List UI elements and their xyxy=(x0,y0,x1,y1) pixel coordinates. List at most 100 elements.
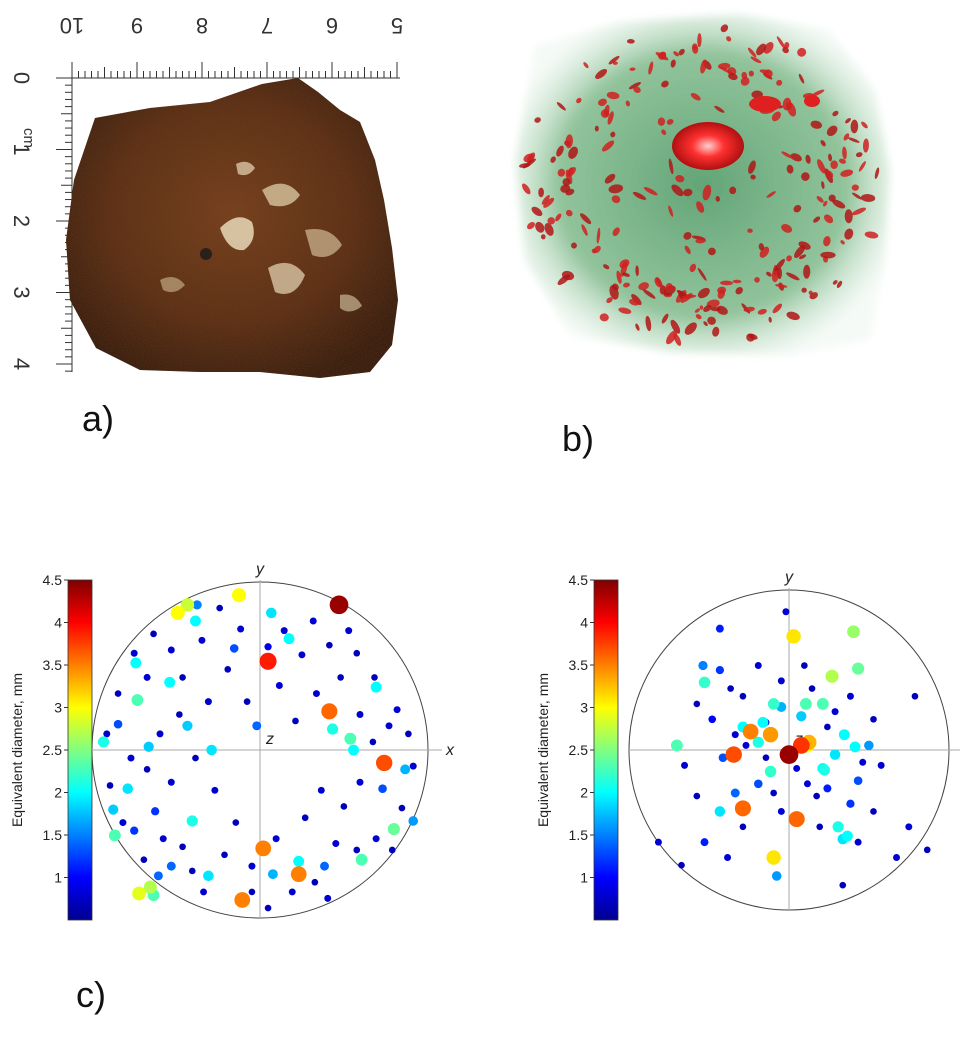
data-point xyxy=(179,674,186,681)
data-point xyxy=(724,854,732,862)
data-point xyxy=(409,762,417,770)
data-point xyxy=(731,731,739,739)
data-point xyxy=(400,764,411,775)
data-point xyxy=(654,838,662,846)
data-point xyxy=(130,649,138,657)
data-point xyxy=(372,835,380,843)
data-point xyxy=(176,711,183,718)
ct-large-inclusion xyxy=(672,122,744,170)
data-point xyxy=(369,738,377,746)
data-point xyxy=(398,804,406,812)
data-point xyxy=(206,744,217,756)
data-point xyxy=(298,651,306,659)
data-point xyxy=(387,822,400,836)
data-point xyxy=(829,749,841,760)
data-point xyxy=(311,878,319,886)
ct-red-inclusions xyxy=(519,24,880,346)
x-axis-label: x xyxy=(445,742,455,759)
data-point xyxy=(832,821,844,833)
colorbar-tick-label: 1.5 xyxy=(43,827,63,843)
data-point xyxy=(846,692,854,700)
data-point xyxy=(317,786,325,794)
data-point xyxy=(408,816,419,826)
colorbar-tick-label: 3.5 xyxy=(569,657,589,673)
data-point xyxy=(130,657,142,669)
data-point xyxy=(393,706,401,714)
data-point xyxy=(252,721,262,731)
data-point xyxy=(698,660,708,671)
data-point xyxy=(255,840,272,857)
data-point xyxy=(742,723,759,740)
data-point xyxy=(130,826,139,835)
data-point xyxy=(344,732,357,745)
colorbar-tick-label: 2 xyxy=(580,785,588,801)
data-point xyxy=(757,716,769,728)
data-point xyxy=(678,861,685,869)
data-point xyxy=(792,737,810,754)
rock-photo: 10 9 8 7 6 5 0 1 2 3 4 cm xyxy=(9,13,403,378)
data-point xyxy=(796,711,807,722)
data-point xyxy=(211,786,219,794)
data-point xyxy=(801,662,808,669)
data-point xyxy=(816,697,829,710)
data-point xyxy=(911,692,919,700)
data-point xyxy=(216,604,224,612)
ct-volume-render xyxy=(515,14,890,355)
data-point xyxy=(405,730,412,738)
data-point xyxy=(320,861,329,871)
data-point xyxy=(777,807,785,815)
colorbar-tick-label: 2.5 xyxy=(569,742,589,758)
ruler-top-number: 10 xyxy=(60,13,84,38)
ruler-top-number: 8 xyxy=(196,13,208,38)
data-point xyxy=(321,703,338,720)
data-point xyxy=(870,715,877,723)
data-point xyxy=(846,799,855,808)
colorbar-tick-label: 1 xyxy=(580,870,588,886)
ct-inclusion-small-2 xyxy=(804,95,820,107)
data-point xyxy=(355,853,368,866)
data-point xyxy=(103,730,111,738)
panel-b: b) xyxy=(490,0,960,470)
data-point xyxy=(385,722,393,730)
data-point xyxy=(248,862,256,870)
data-point xyxy=(905,823,913,831)
data-point xyxy=(739,692,747,700)
y-axis-label: y xyxy=(255,561,265,578)
data-point xyxy=(326,641,333,649)
data-point xyxy=(324,894,332,902)
data-point xyxy=(167,646,175,654)
data-point xyxy=(670,739,683,752)
panel-c-label: c) xyxy=(76,974,106,1015)
data-point xyxy=(762,726,779,743)
data-point xyxy=(288,888,296,896)
data-point xyxy=(378,784,387,794)
data-point xyxy=(264,643,272,651)
data-point xyxy=(301,814,309,822)
data-point xyxy=(353,649,361,657)
data-point xyxy=(777,677,785,685)
ruler-left-number: 4 xyxy=(9,358,34,370)
data-point xyxy=(818,764,830,776)
data-point xyxy=(97,736,110,748)
data-point xyxy=(229,644,239,653)
data-point xyxy=(153,871,163,881)
data-point xyxy=(808,685,816,692)
colorbar-tick-label: 4 xyxy=(580,615,588,631)
data-point xyxy=(388,846,396,854)
data-point xyxy=(280,627,288,635)
colorbar-tick-label: 1 xyxy=(54,870,62,886)
scatter-plots: 4.5 4 3.5 3 2.5 2 1.5 1 Equivalent diameter, mm x… xyxy=(9,561,960,921)
data-point xyxy=(788,811,805,828)
data-point xyxy=(700,838,709,847)
data-point xyxy=(753,779,763,789)
data-point xyxy=(770,789,777,797)
data-point xyxy=(849,741,861,753)
data-point xyxy=(204,698,212,706)
data-point xyxy=(839,881,847,889)
data-point xyxy=(854,838,862,846)
ruler-unit: cm xyxy=(20,128,37,148)
ruler-left: 0 1 2 3 4 xyxy=(9,72,73,372)
data-point xyxy=(312,690,320,698)
data-point xyxy=(816,823,824,831)
data-point xyxy=(192,754,199,762)
